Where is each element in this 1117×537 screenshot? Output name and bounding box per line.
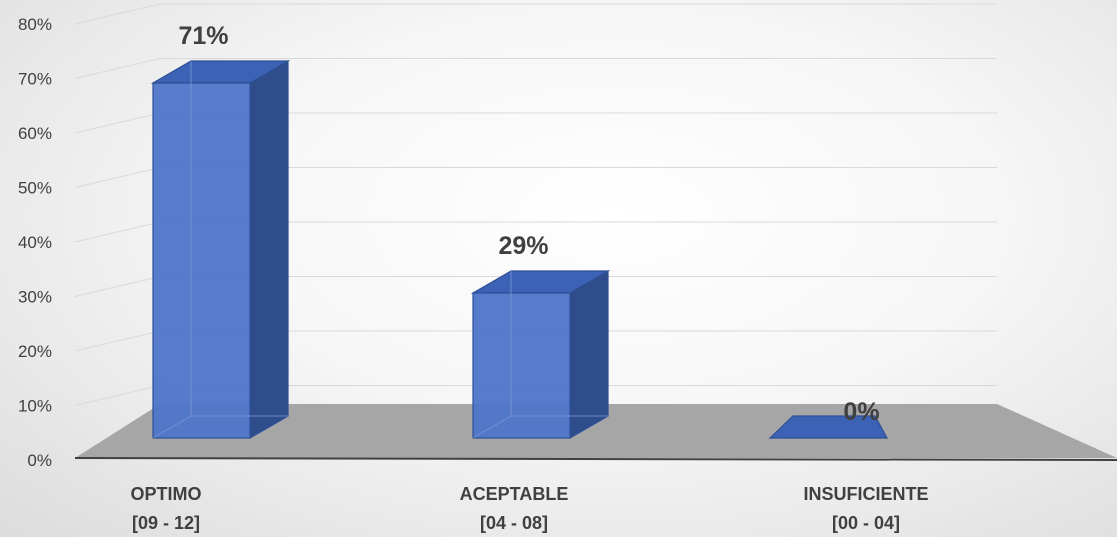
side-gridline bbox=[74, 58, 161, 79]
y-axis-tick-labels: 0% 10% 20% 30% 40% 50% 60% 70% 80% bbox=[18, 15, 52, 470]
y-tick-label: 50% bbox=[18, 179, 52, 198]
category-label: [00 - 04] bbox=[832, 513, 900, 533]
side-gridline bbox=[74, 167, 161, 188]
y-tick-label: 30% bbox=[18, 288, 52, 307]
bar-side-face bbox=[569, 269, 609, 440]
category-label: [04 - 08] bbox=[480, 513, 548, 533]
side-gridline bbox=[74, 3, 161, 25]
bar-front-face bbox=[472, 292, 571, 439]
bar-inner-edge bbox=[152, 415, 192, 439]
y-tick-label: 80% bbox=[18, 15, 52, 34]
y-tick-label: 40% bbox=[18, 233, 52, 252]
side-gridline bbox=[74, 385, 161, 406]
bar-inner-edge bbox=[472, 415, 512, 439]
side-gridline bbox=[74, 276, 161, 297]
y-tick-label: 70% bbox=[18, 70, 52, 89]
side-gridlines bbox=[74, 3, 161, 406]
bar-side-face bbox=[249, 59, 289, 440]
data-label: 71% bbox=[178, 22, 228, 50]
bar bbox=[150, 59, 291, 440]
y-tick-label: 0% bbox=[27, 451, 52, 470]
bar-front-face bbox=[152, 82, 251, 439]
x-axis-line bbox=[74, 457, 1117, 461]
category-label: [09 - 12] bbox=[132, 513, 200, 533]
side-gridline bbox=[74, 221, 161, 243]
bar bbox=[470, 269, 611, 440]
data-labels: 71% 29% 0% bbox=[178, 22, 879, 426]
y-tick-label: 20% bbox=[18, 342, 52, 361]
bar-series bbox=[150, 59, 889, 440]
category-labels: OPTIMO [09 - 12] ACEPTABLE [04 - 08] INSUFIC… bbox=[131, 484, 929, 533]
category-label: OPTIMO bbox=[131, 484, 202, 504]
side-gridline bbox=[74, 330, 161, 352]
data-label: 0% bbox=[843, 398, 879, 426]
y-tick-label: 60% bbox=[18, 124, 52, 143]
category-label: ACEPTABLE bbox=[460, 484, 569, 504]
bar-flat bbox=[768, 415, 889, 439]
side-gridline bbox=[74, 112, 161, 134]
category-label: INSUFICIENTE bbox=[803, 484, 928, 504]
bar bbox=[768, 415, 889, 439]
y-tick-label: 10% bbox=[18, 397, 52, 416]
data-label: 29% bbox=[498, 232, 548, 260]
